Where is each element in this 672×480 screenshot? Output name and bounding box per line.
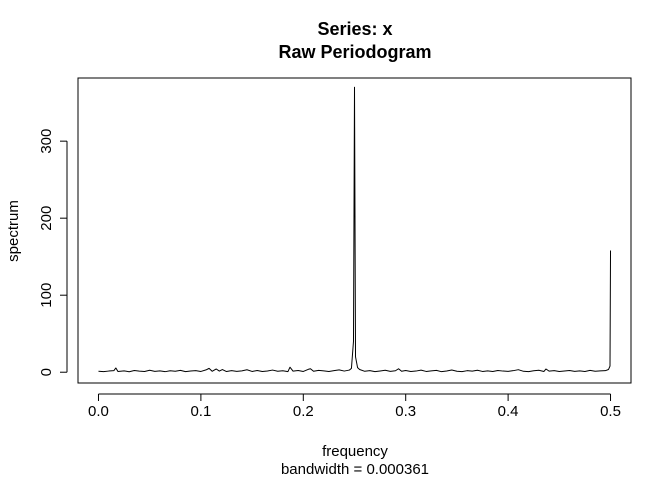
x-tick-label: 0.4 xyxy=(498,403,519,420)
plot-frame xyxy=(77,77,632,384)
x-tick-label: 0.0 xyxy=(88,403,109,420)
y-tick-label: 200 xyxy=(38,206,55,231)
y-tick-label: 0 xyxy=(38,368,55,376)
series-layer xyxy=(98,86,612,373)
chart-subtitle: Raw Periodogram xyxy=(278,42,431,62)
x-tick-label: 0.2 xyxy=(293,403,314,420)
y-axis: 0 100 200 300 xyxy=(38,129,68,376)
x-axis-sublabel: bandwidth = 0.000361 xyxy=(281,461,429,478)
y-tick-label: 300 xyxy=(38,129,55,154)
y-tick-label: 100 xyxy=(38,283,55,308)
x-tick-label: 0.3 xyxy=(395,403,416,420)
spectrum-line xyxy=(98,86,612,373)
x-axis-label: frequency xyxy=(322,443,388,460)
x-tick-label: 0.5 xyxy=(600,403,621,420)
x-tick-label: 0.1 xyxy=(190,403,211,420)
x-axis: 0.0 0.1 0.2 0.3 0.4 0.5 xyxy=(88,393,621,420)
y-axis-label: spectrum xyxy=(5,200,22,262)
chart-title: Series: x xyxy=(317,19,392,39)
